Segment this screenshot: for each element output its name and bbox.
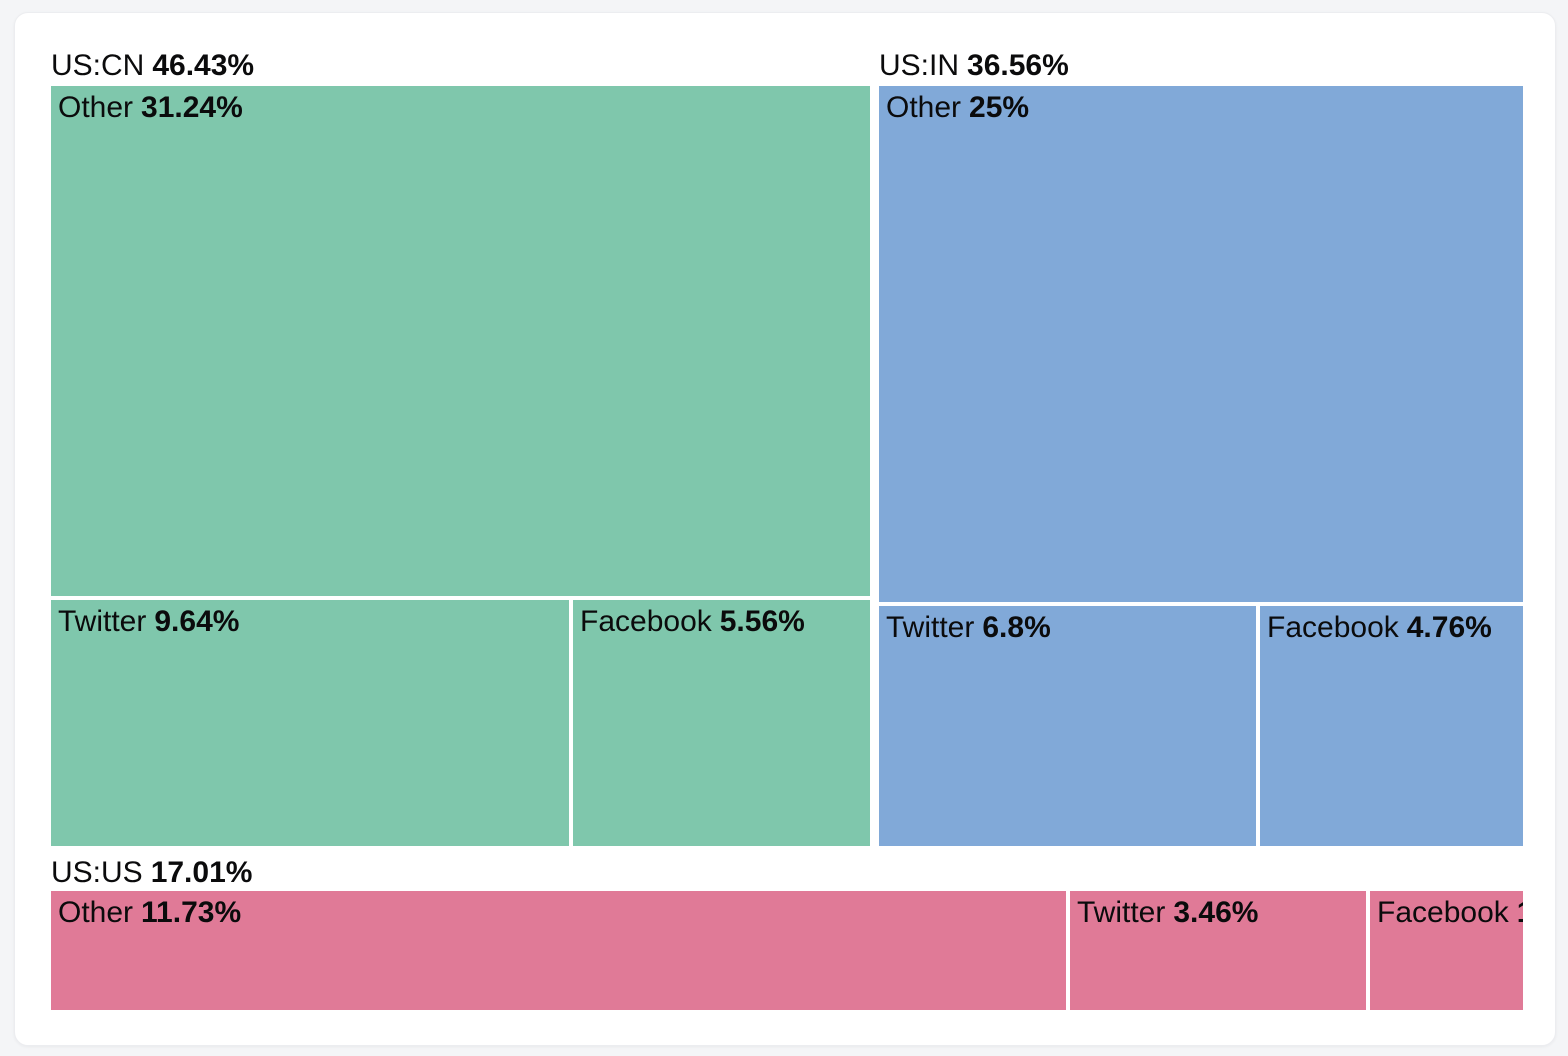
- cell-value: 25%: [969, 91, 1030, 124]
- cell-label: Other: [58, 91, 134, 124]
- cell-label: Other: [886, 91, 962, 124]
- group-label: US:US: [51, 856, 143, 889]
- cell-label: Facebook: [1267, 611, 1399, 644]
- cell-value: 6.8%: [982, 611, 1051, 644]
- group-value: 46.43%: [152, 49, 255, 82]
- cell-value: 11.73%: [141, 896, 242, 929]
- group-header-us-us: US:US 17.01%: [51, 856, 252, 890]
- group-value: 36.56%: [967, 49, 1069, 82]
- cell-label: Facebook: [1377, 896, 1509, 929]
- cell-value: 4.76%: [1406, 611, 1492, 644]
- cell-value: 9.64%: [154, 605, 240, 638]
- cell-label: Twitter: [886, 611, 975, 644]
- cell-label: Twitter: [1077, 896, 1166, 929]
- cell-us-in-other[interactable]: Other 25%: [879, 86, 1523, 602]
- cell-us-in-facebook[interactable]: Facebook 4.76%: [1260, 606, 1523, 846]
- cell-us-cn-facebook[interactable]: Facebook 5.56%: [573, 600, 870, 846]
- cell-us-cn-other[interactable]: Other 31.24%: [51, 86, 870, 596]
- group-header-us-cn: US:CN 46.43%: [51, 49, 254, 83]
- cell-label: Facebook: [580, 605, 712, 638]
- cell-value: 31.24%: [141, 91, 243, 124]
- cell-us-us-facebook[interactable]: Facebook 1.81%: [1370, 891, 1523, 1010]
- cell-value: 1.81%: [1517, 896, 1523, 929]
- cell-value: 3.46%: [1173, 896, 1259, 929]
- cell-value: 5.56%: [719, 605, 805, 638]
- group-label: US:CN: [51, 49, 145, 82]
- treemap: US:CN 46.43% Other 31.24% Twitter 9.64% Facebo…: [51, 49, 1523, 1010]
- cell-us-us-twitter[interactable]: Twitter 3.46%: [1070, 891, 1366, 1010]
- group-label: US:IN: [879, 49, 960, 82]
- group-value: 17.01%: [150, 856, 253, 889]
- cell-us-us-other[interactable]: Other 11.73%: [51, 891, 1066, 1010]
- chart-card: US:CN 46.43% Other 31.24% Twitter 9.64% Facebo…: [14, 12, 1556, 1046]
- group-header-us-in: US:IN 36.56%: [879, 49, 1069, 83]
- cell-label: Twitter: [58, 605, 147, 638]
- cell-us-cn-twitter[interactable]: Twitter 9.64%: [51, 600, 569, 846]
- cell-us-in-twitter[interactable]: Twitter 6.8%: [879, 606, 1256, 846]
- cell-label: Other: [58, 896, 134, 929]
